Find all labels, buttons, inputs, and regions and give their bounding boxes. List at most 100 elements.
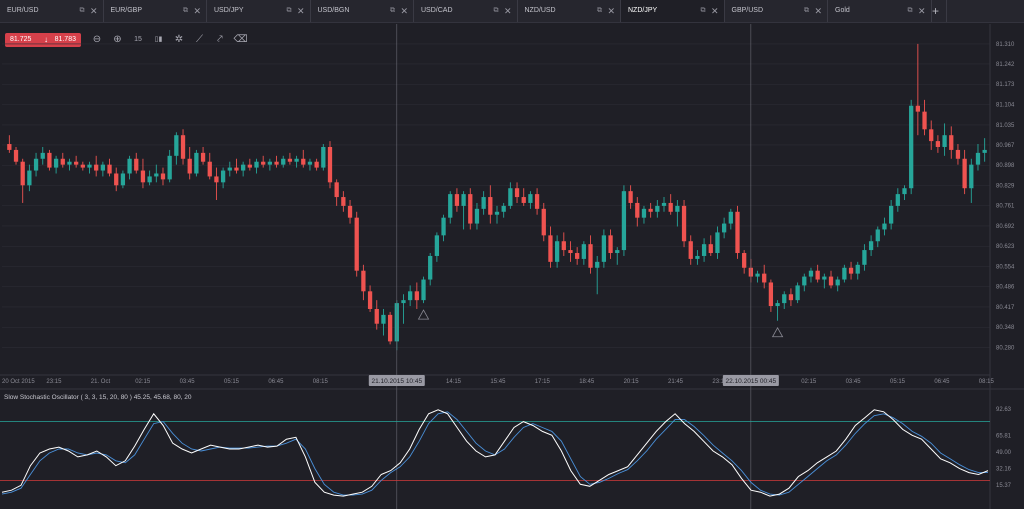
tab-nzd-jpy[interactable]: NZD/JPY ⧉ ✕ bbox=[621, 0, 725, 22]
candle-body[interactable] bbox=[100, 164, 106, 171]
candle-body[interactable] bbox=[147, 176, 152, 183]
candle-body[interactable] bbox=[615, 250, 620, 254]
candle-body[interactable] bbox=[969, 164, 974, 189]
candle-body[interactable] bbox=[802, 276, 807, 286]
candle-body[interactable] bbox=[301, 158, 306, 165]
candle-body[interactable] bbox=[27, 170, 32, 186]
candle-body[interactable] bbox=[681, 205, 687, 242]
candle-body[interactable] bbox=[601, 235, 607, 262]
candle-body[interactable] bbox=[661, 202, 667, 206]
candle-body[interactable] bbox=[855, 264, 860, 274]
candle-body[interactable] bbox=[441, 217, 446, 236]
candle-body[interactable] bbox=[287, 158, 293, 162]
popout-icon[interactable]: ⧉ bbox=[804, 7, 809, 14]
candle-body[interactable] bbox=[127, 158, 132, 174]
candle-body[interactable] bbox=[187, 158, 192, 174]
candle-body[interactable] bbox=[7, 144, 12, 150]
close-icon[interactable]: ✕ bbox=[607, 6, 615, 16]
tab-nzd-usd[interactable]: NZD/USD ⧉ ✕ bbox=[518, 0, 621, 22]
candle-body[interactable] bbox=[167, 155, 172, 180]
candle-body[interactable] bbox=[234, 167, 239, 171]
candle-body[interactable] bbox=[13, 149, 19, 162]
candle-body[interactable] bbox=[835, 279, 840, 286]
candle-body[interactable] bbox=[120, 173, 126, 186]
candle-body[interactable] bbox=[434, 235, 440, 256]
eraser-icon[interactable]: ⌫ bbox=[233, 34, 248, 45]
candle-body[interactable] bbox=[528, 194, 533, 203]
candle-body[interactable] bbox=[975, 152, 981, 165]
candle-body[interactable] bbox=[294, 158, 299, 162]
candle-body[interactable] bbox=[53, 158, 59, 168]
candle-body[interactable] bbox=[608, 235, 613, 254]
candle-body[interactable] bbox=[728, 211, 733, 224]
candle-body[interactable] bbox=[561, 241, 566, 251]
candle-body[interactable] bbox=[361, 270, 366, 292]
candle-body[interactable] bbox=[868, 241, 874, 251]
candle-body[interactable] bbox=[768, 282, 774, 307]
close-icon[interactable]: ✕ bbox=[814, 6, 822, 16]
close-icon[interactable]: ✕ bbox=[296, 6, 305, 16]
candle-body[interactable] bbox=[755, 273, 760, 277]
candle-body[interactable] bbox=[888, 205, 894, 224]
candle-body[interactable] bbox=[200, 152, 206, 162]
candle-body[interactable] bbox=[47, 152, 52, 168]
candle-body[interactable] bbox=[508, 188, 513, 206]
candle-body[interactable] bbox=[581, 244, 586, 259]
close-icon[interactable]: ✕ bbox=[400, 6, 408, 16]
candle-body[interactable] bbox=[414, 291, 419, 301]
candle-body[interactable] bbox=[742, 253, 747, 268]
timeframe-icon[interactable]: 15 bbox=[134, 36, 142, 43]
candle-body[interactable] bbox=[788, 294, 794, 301]
candle-body[interactable] bbox=[909, 105, 914, 189]
candle-body[interactable] bbox=[949, 135, 954, 150]
candle-body[interactable] bbox=[595, 261, 600, 268]
candle-body[interactable] bbox=[548, 235, 553, 262]
candle-body[interactable] bbox=[180, 135, 186, 159]
candle-body[interactable] bbox=[154, 173, 159, 177]
candle-body[interactable] bbox=[334, 182, 339, 198]
zoom-out-icon[interactable]: ⊖ bbox=[92, 34, 102, 45]
candle-body[interactable] bbox=[454, 194, 460, 206]
candle-body[interactable] bbox=[448, 194, 453, 218]
candle-body[interactable] bbox=[387, 314, 393, 342]
candle-body[interactable] bbox=[74, 161, 79, 165]
candle-body[interactable] bbox=[635, 202, 640, 218]
candle-body[interactable] bbox=[521, 197, 526, 203]
candle-body[interactable] bbox=[314, 161, 319, 168]
close-icon[interactable]: ✕ bbox=[503, 6, 512, 16]
candle-body[interactable] bbox=[628, 191, 633, 203]
candle-body[interactable] bbox=[915, 105, 920, 112]
candle-body[interactable] bbox=[575, 253, 580, 259]
candle-body[interactable] bbox=[735, 211, 740, 254]
candle-body[interactable] bbox=[641, 208, 647, 218]
candle-body[interactable] bbox=[762, 273, 767, 283]
candle-body[interactable] bbox=[815, 270, 820, 280]
popout-icon[interactable]: ⧉ bbox=[597, 7, 602, 14]
candle-body[interactable] bbox=[114, 173, 119, 186]
candle-body[interactable] bbox=[708, 244, 713, 254]
candle-body[interactable] bbox=[688, 241, 693, 259]
candle-body[interactable] bbox=[241, 164, 246, 171]
candle-body[interactable] bbox=[327, 146, 333, 183]
candle-body[interactable] bbox=[347, 205, 353, 218]
candle-body[interactable] bbox=[428, 255, 433, 280]
candle-body[interactable] bbox=[461, 194, 466, 206]
candle-body[interactable] bbox=[554, 241, 560, 262]
candle-body[interactable] bbox=[354, 217, 359, 271]
popout-icon[interactable]: ⧉ bbox=[286, 7, 292, 14]
candle-body[interactable] bbox=[721, 223, 727, 233]
candle-body[interactable] bbox=[247, 164, 252, 168]
popout-icon[interactable]: ⧉ bbox=[79, 7, 85, 14]
candle-body[interactable] bbox=[160, 173, 166, 180]
candle-body[interactable] bbox=[33, 158, 39, 171]
tab-gold[interactable]: Gold ⧉ ✕ bbox=[828, 0, 932, 22]
close-icon[interactable]: ✕ bbox=[89, 6, 98, 16]
candle-body[interactable] bbox=[94, 164, 99, 171]
drawing-tools-icon[interactable]: ⤤ bbox=[217, 34, 223, 45]
candle-body[interactable] bbox=[668, 202, 673, 212]
popout-icon[interactable]: ⧉ bbox=[183, 7, 188, 14]
candle-body[interactable] bbox=[568, 250, 573, 254]
candle-body[interactable] bbox=[194, 152, 199, 174]
candle-body[interactable] bbox=[862, 250, 867, 265]
candle-body[interactable] bbox=[842, 267, 847, 280]
